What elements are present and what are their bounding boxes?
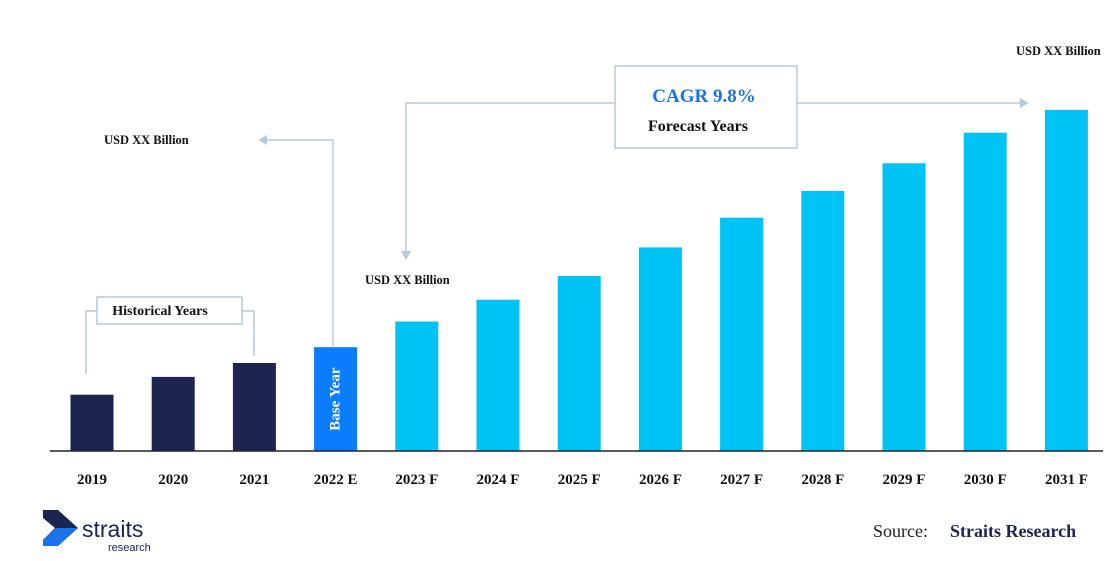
x-tick-label: 2021	[239, 472, 269, 488]
x-tick-label: 2031 F	[1045, 472, 1088, 488]
x-tick-label: 2025 F	[558, 472, 601, 488]
x-tick-label: 2022 E	[314, 472, 358, 488]
bar-2025-f	[557, 276, 601, 451]
x-tick-label: 2027 F	[720, 472, 763, 488]
bar-2022-e	[314, 347, 358, 451]
bar-2023-f	[395, 321, 439, 451]
bar-2027-f	[720, 217, 764, 451]
forecast-end-value-label: USD XX Billion	[1016, 44, 1101, 58]
history-arrowhead	[258, 135, 267, 145]
x-tick-label: 2026 F	[639, 472, 682, 488]
bar-2030-f	[963, 132, 1007, 451]
bar-2019	[70, 394, 114, 451]
straits-logo: straits research	[43, 510, 151, 554]
cagr-label: CAGR 9.8%	[652, 86, 755, 107]
x-tick-labels: 2019 2020 2021 2022 E 2023 F 2024 F 2025 F 2026…	[77, 472, 1088, 488]
source-label: Source:	[873, 521, 928, 541]
x-tick-label: 2019	[77, 472, 107, 488]
forecast-start-value-label: USD XX Billion	[365, 273, 450, 287]
straits-chevron-accent-icon	[43, 528, 78, 546]
historical-bracket	[85, 310, 97, 374]
bars-group: Base Year	[70, 109, 1088, 452]
x-tick-label: 2030 F	[964, 472, 1007, 488]
historical-years-label: Historical Years	[112, 304, 208, 319]
logo-name: straits	[82, 516, 143, 542]
logo-subtitle: research	[108, 542, 151, 554]
bar-2024-f	[476, 299, 520, 451]
x-tick-label: 2029 F	[883, 472, 926, 488]
bar-2031-f	[1044, 109, 1088, 452]
base-to-history-connector	[266, 139, 334, 346]
x-tick-label: 2028 F	[801, 472, 844, 488]
forecast-end-arrowhead	[1020, 98, 1029, 108]
x-tick-label: 2024 F	[477, 472, 520, 488]
historical-bracket-right	[242, 310, 255, 356]
historical-years-box	[96, 296, 243, 325]
cagr-box	[614, 65, 798, 149]
historical-value-label: USD XX Billion	[104, 133, 189, 147]
bar-2026-f	[638, 247, 682, 451]
cagr-left-connector	[405, 102, 614, 252]
annotation-connectors	[85, 98, 1029, 374]
bar-2029-f	[882, 163, 926, 452]
bar-2028-f	[801, 191, 845, 451]
forecast-years-label: Forecast Years	[648, 118, 748, 135]
base-year-bar-label: Base Year	[328, 367, 344, 431]
x-tick-label: 2023 F	[395, 472, 438, 488]
forecast-start-arrowhead	[401, 251, 411, 260]
x-tick-label: 2020	[158, 472, 188, 488]
bar-2020	[151, 376, 195, 451]
source-name: Straits Research	[950, 521, 1076, 541]
bar-2021	[232, 363, 276, 451]
